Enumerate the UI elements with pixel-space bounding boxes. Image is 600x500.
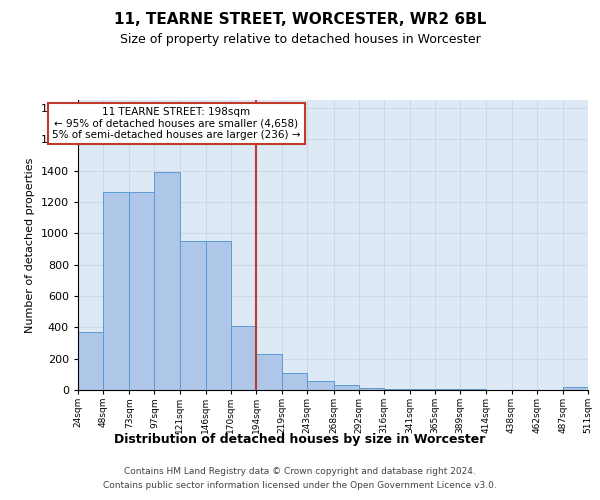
- Bar: [359, 388, 384, 390]
- Bar: [307, 380, 334, 390]
- Y-axis label: Number of detached properties: Number of detached properties: [25, 158, 35, 332]
- Bar: [410, 389, 435, 390]
- Bar: [78, 332, 103, 390]
- Text: Size of property relative to detached houses in Worcester: Size of property relative to detached ho…: [119, 32, 481, 46]
- Bar: [231, 326, 256, 390]
- Text: Distribution of detached houses by size in Worcester: Distribution of detached houses by size …: [115, 432, 485, 446]
- Bar: [206, 241, 231, 390]
- Text: Contains public sector information licensed under the Open Government Licence v3: Contains public sector information licen…: [103, 481, 497, 490]
- Bar: [334, 384, 359, 390]
- Bar: [256, 354, 282, 390]
- Bar: [282, 373, 307, 390]
- Bar: [154, 172, 179, 390]
- Text: 11, TEARNE STREET, WORCESTER, WR2 6BL: 11, TEARNE STREET, WORCESTER, WR2 6BL: [114, 12, 486, 28]
- Bar: [384, 389, 410, 390]
- Bar: [179, 241, 206, 390]
- Bar: [460, 389, 487, 390]
- Text: 11 TEARNE STREET: 198sqm
← 95% of detached houses are smaller (4,658)
5% of semi: 11 TEARNE STREET: 198sqm ← 95% of detach…: [52, 107, 301, 140]
- Text: Contains HM Land Registry data © Crown copyright and database right 2024.: Contains HM Land Registry data © Crown c…: [124, 468, 476, 476]
- Bar: [130, 192, 154, 390]
- Bar: [563, 387, 588, 390]
- Bar: [103, 192, 130, 390]
- Bar: [435, 389, 460, 390]
